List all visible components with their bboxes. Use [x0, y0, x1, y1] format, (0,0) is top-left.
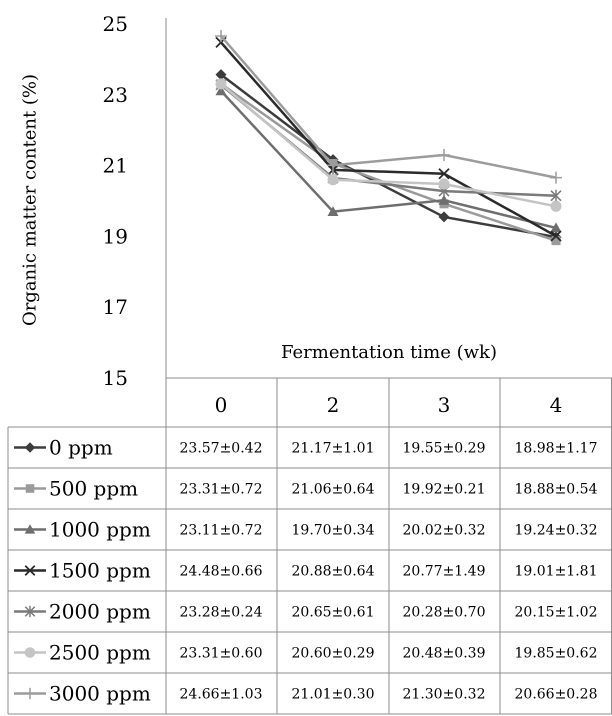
data-point	[215, 69, 227, 81]
x-axis-label: Fermentation time (wk)	[281, 342, 497, 363]
table-row: 0 ppm 23.57±0.42 21.17±1.01 19.55±0.29 18.98…	[14, 436, 597, 460]
data-point	[550, 200, 562, 212]
series-1500-ppm	[215, 36, 562, 242]
data-point	[24, 687, 36, 700]
data-point	[327, 159, 339, 172]
x-tick-label: 2	[327, 393, 340, 417]
table-cell: 18.98±1.17	[515, 441, 598, 457]
table-row: 2500 ppm 23.31±0.60 20.60±0.29 20.48±0.39 19…	[14, 641, 597, 665]
x-tick-label: 0	[215, 393, 228, 417]
data-point	[24, 605, 36, 618]
series-line	[220, 82, 557, 208]
table-cell: 24.48±0.66	[180, 564, 263, 580]
y-tick-label: 25	[103, 12, 128, 36]
data-table: 0 2 3 4 0 ppm 23.57±0.42 21.17±1.01 19.55±0.29 1…	[14, 393, 598, 706]
series-line	[220, 41, 557, 238]
table-cell: 23.28±0.24	[180, 605, 263, 621]
series-line	[220, 35, 557, 179]
data-point	[24, 647, 36, 658]
y-tick-labels: 15 17 19 21 23 25	[103, 12, 128, 390]
table-cell: 20.88±0.64	[292, 564, 375, 580]
table-row: 2000 ppm 23.28±0.24 20.65±0.61 20.28±0.70 20…	[14, 600, 597, 624]
data-point	[438, 178, 450, 190]
data-point	[438, 168, 450, 180]
table-cell: 20.48±0.39	[403, 646, 486, 662]
legend-label: 3000 ppm	[49, 682, 151, 706]
table-cell: 20.60±0.29	[292, 646, 375, 662]
legend-label: 1000 ppm	[49, 518, 151, 542]
table-cell: 23.31±0.60	[180, 646, 263, 662]
legend-label: 500 ppm	[49, 477, 138, 501]
legend-label: 2500 ppm	[49, 641, 151, 665]
table-row: 3000 ppm 24.66±1.03 21.01±0.30 21.30±0.32 20…	[14, 682, 597, 706]
data-point	[551, 236, 561, 246]
table-cell: 20.65±0.61	[292, 605, 375, 621]
data-point	[215, 30, 227, 43]
x-tick-label: 3	[438, 393, 451, 417]
data-point	[438, 211, 450, 223]
data-point	[24, 442, 36, 453]
table-cell: 20.28±0.70	[403, 605, 486, 621]
data-point	[25, 484, 35, 493]
data-point	[24, 524, 36, 534]
legend-label: 0 ppm	[49, 436, 113, 460]
data-point	[215, 78, 227, 90]
data-point	[327, 206, 339, 217]
y-tick-label: 15	[103, 366, 128, 390]
legend-label: 2000 ppm	[49, 600, 151, 624]
series-line	[220, 90, 557, 230]
data-point	[438, 194, 450, 205]
table-cell: 21.30±0.32	[403, 687, 486, 703]
series-lines	[215, 30, 562, 246]
table-cell: 19.70±0.34	[292, 523, 375, 539]
table-cell: 23.31±0.72	[180, 482, 263, 498]
table-cell: 19.85±0.62	[515, 646, 598, 662]
table-cell: 20.77±1.49	[403, 564, 486, 580]
y-tick-label: 21	[103, 154, 128, 178]
data-point	[327, 174, 339, 186]
series-line	[220, 73, 557, 239]
series-500-ppm	[216, 79, 561, 246]
data-point	[438, 148, 450, 161]
data-point	[550, 171, 562, 184]
series-3000-ppm	[215, 30, 562, 184]
table-cell: 20.02±0.32	[403, 523, 486, 539]
table-cell: 20.66±0.28	[515, 687, 598, 703]
table-cell: 21.17±1.01	[292, 441, 375, 457]
table-cell: 19.55±0.29	[403, 441, 486, 457]
x-tick-label: 4	[550, 393, 563, 417]
series-2500-ppm	[215, 78, 562, 212]
table-cell: 19.24±0.32	[515, 523, 598, 539]
table-cell: 19.92±0.21	[403, 482, 486, 498]
series-1000-ppm	[215, 85, 562, 233]
data-point	[550, 230, 562, 242]
table-cell: 19.01±1.81	[515, 564, 598, 580]
series-line	[220, 82, 557, 242]
table-cell: 23.57±0.42	[180, 441, 263, 457]
series-line	[220, 83, 557, 197]
table-cell: 18.88±0.54	[515, 482, 598, 498]
table-cell: 23.11±0.72	[180, 523, 263, 539]
table-cell: 21.01±0.30	[292, 687, 375, 703]
y-tick-label: 19	[103, 224, 128, 248]
data-point	[550, 222, 562, 233]
y-axis-label: Organic matter content (%)	[19, 73, 41, 327]
data-point	[550, 189, 562, 202]
y-tick-label: 23	[103, 83, 128, 107]
table-cell: 21.06±0.64	[292, 482, 375, 498]
table-row: 1000 ppm 23.11±0.72 19.70±0.34 20.02±0.32 19…	[14, 518, 597, 542]
table-row: 1500 ppm 24.48±0.66 20.88±0.64 20.77±1.49 19…	[14, 559, 597, 583]
y-tick-label: 17	[103, 295, 128, 319]
table-cell: 20.15±1.02	[515, 605, 598, 621]
legend-label: 1500 ppm	[49, 559, 151, 583]
data-point	[24, 565, 36, 576]
table-row: 500 ppm 23.31±0.72 21.06±0.64 19.92±0.21 18.…	[14, 477, 598, 501]
table-cell: 24.66±1.03	[180, 687, 263, 703]
